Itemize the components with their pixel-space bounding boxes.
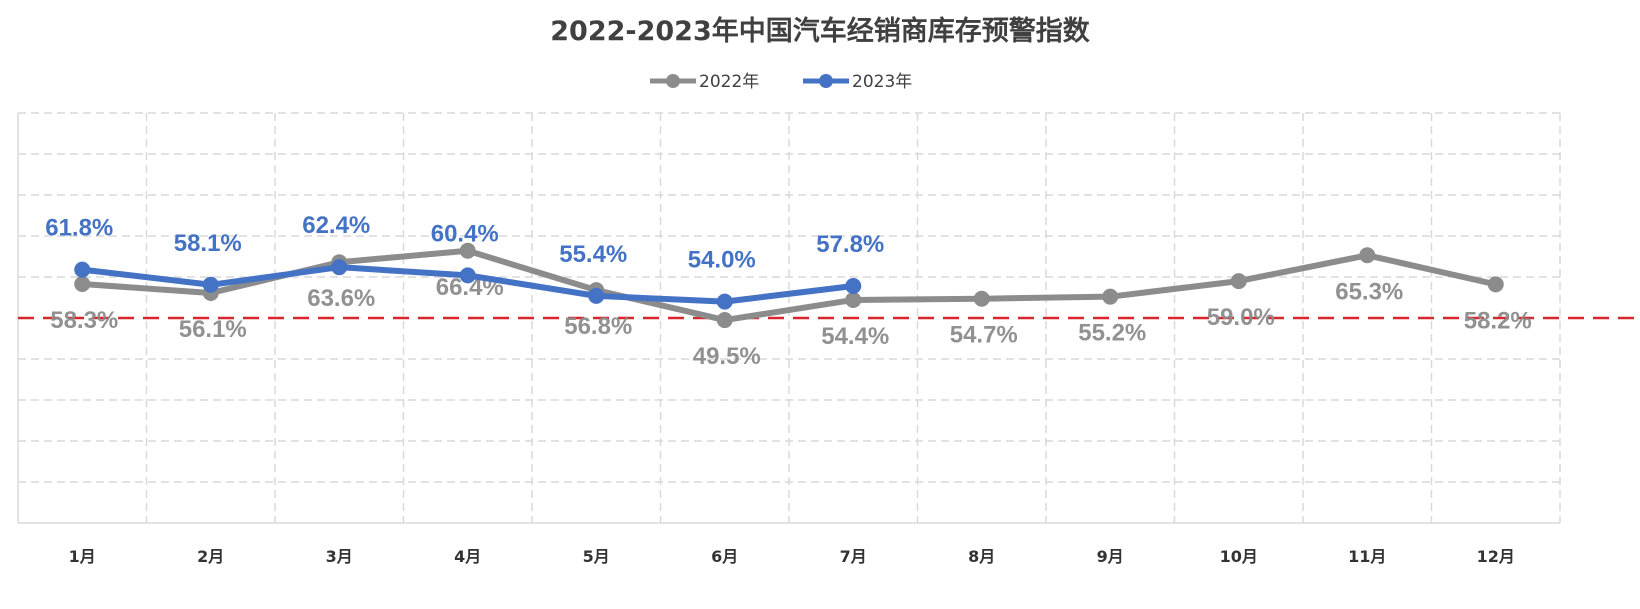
data-point [845,278,862,295]
data-point [1359,247,1376,264]
x-tick-label: 10月 [1220,547,1258,566]
data-label: 58.3% [50,307,118,334]
data-point [845,291,862,308]
data-point [74,275,91,292]
data-label: 58.2% [1464,307,1532,334]
x-tick-label: 4月 [454,547,481,566]
data-label: 63.6% [307,285,375,312]
data-point [588,287,605,304]
data-point [74,261,91,278]
x-tick-label: 7月 [840,547,867,566]
x-tick-label: 6月 [711,547,738,566]
data-label: 65.3% [1335,278,1403,305]
x-tick-label: 3月 [326,547,353,566]
chart-title: 2022-2023年中国汽车经销商库存预警指数 [550,15,1090,47]
data-point [459,242,476,259]
data-label: 58.1% [174,230,242,257]
data-label: 60.4% [431,220,499,247]
x-tick-label: 2月 [197,547,224,566]
data-label: 59.0% [1207,304,1275,331]
data-label: 57.8% [816,231,884,258]
data-point [716,293,733,310]
data-point [459,267,476,284]
x-tick-label: 8月 [968,547,995,566]
legend-marker [819,74,833,88]
legend-item: 2022年 [650,72,759,92]
legend-item: 2023年 [803,72,912,92]
x-axis: 1月 2月 3月 4月 5月 6月 7月 8月 9月 10月 11月 12月 [69,547,1515,566]
x-tick-label: 12月 [1477,547,1515,566]
series-2022年: 58.3% 56.1%63.6% 66.4%56.8%49.5%54.4% 54.7%… [50,242,1532,370]
legend-label: 2022年 [699,72,759,92]
data-label: 55.2% [1078,320,1146,347]
data-point [202,276,219,293]
data-label: 54.0% [688,247,756,274]
data-label: 61.8% [45,215,113,242]
data-label: 54.4% [821,323,889,350]
x-tick-label: 5月 [583,547,610,566]
data-point [331,259,348,276]
data-point [716,312,733,329]
data-point [973,290,990,307]
data-label: 49.5% [693,343,761,370]
data-point [1487,276,1504,293]
series-group: 58.3% 56.1%63.6% 66.4%56.8%49.5%54.4% 54.7%… [45,212,1532,370]
x-tick-label: 1月 [69,547,96,566]
data-label: 56.1% [179,316,247,343]
data-label: 62.4% [302,212,370,239]
data-point [1102,288,1119,305]
data-label: 56.8% [564,313,632,340]
x-tick-label: 11月 [1348,547,1386,566]
grid [17,112,1561,524]
legend-label: 2023年 [852,72,912,92]
data-point [1230,273,1247,290]
legend: 2022年 2023年 [650,72,912,92]
x-tick-label: 9月 [1097,547,1124,566]
data-label: 54.7% [950,322,1018,349]
legend-marker [666,74,680,88]
series-2023年: 61.8% 58.1% 62.4% 60.4% 55.4% 54.0% 57.8% [45,212,884,310]
data-label: 55.4% [559,241,627,268]
